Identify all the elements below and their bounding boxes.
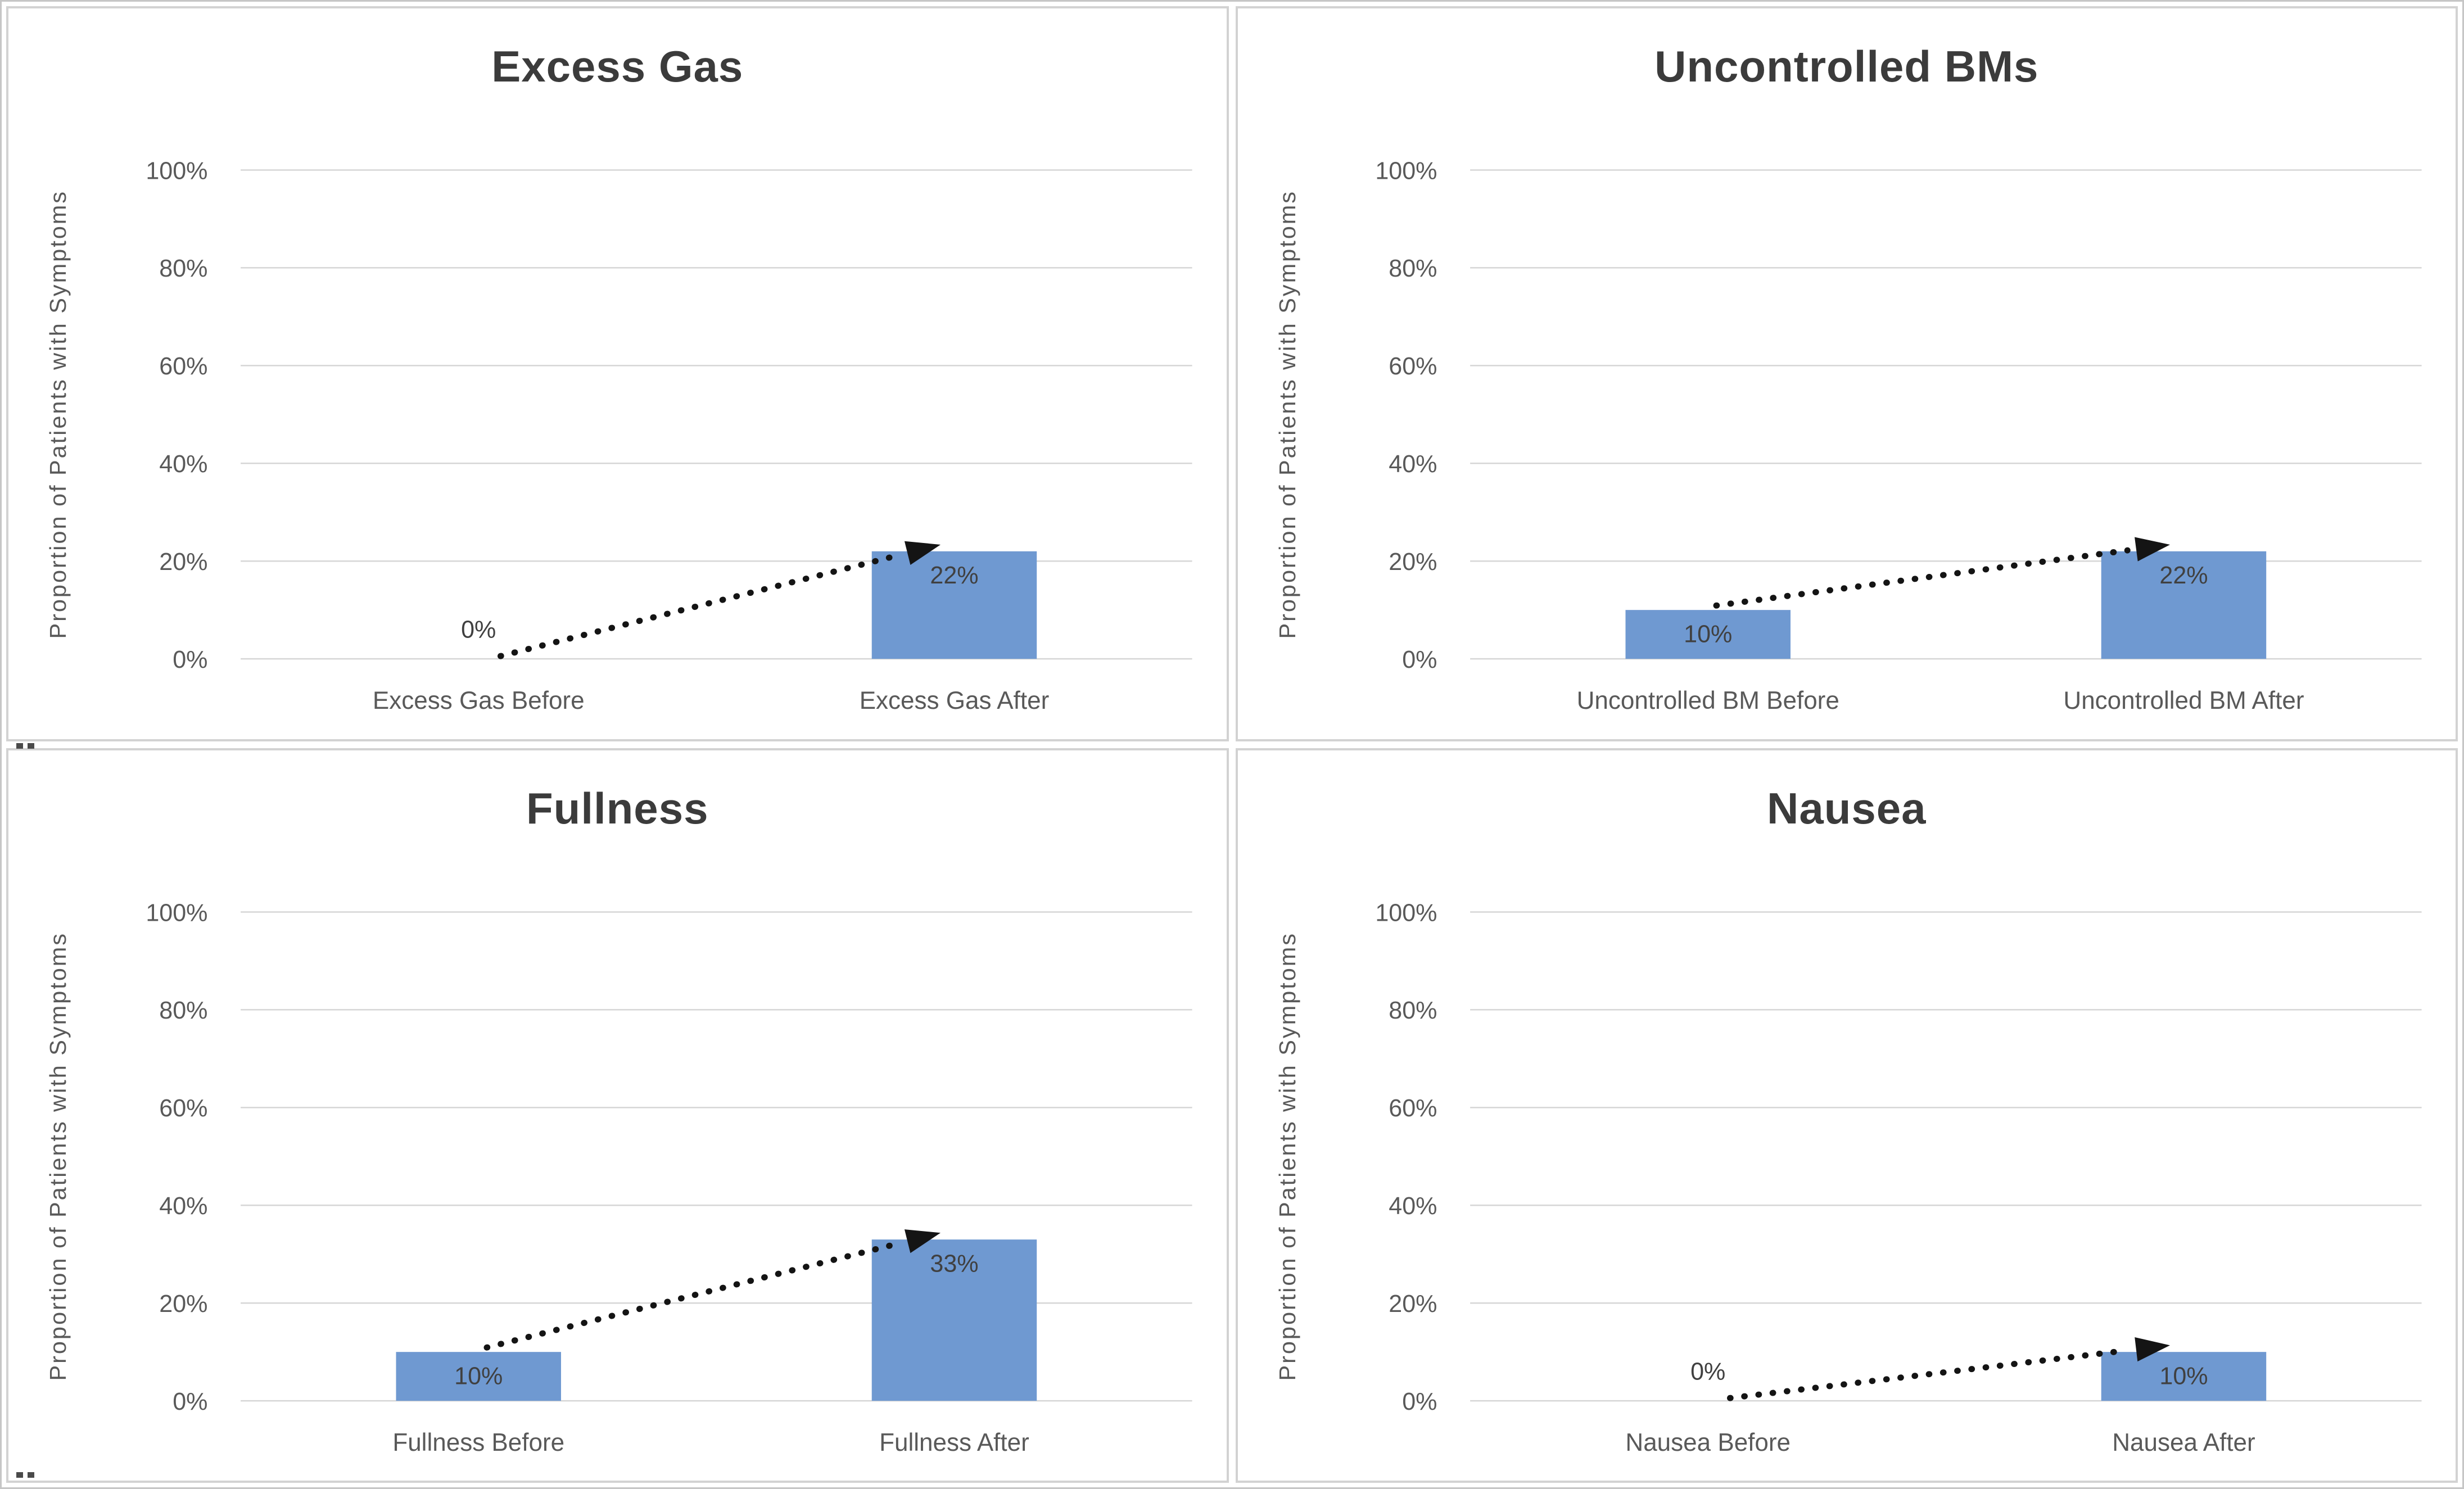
dotted-trend-line	[1713, 547, 2131, 609]
y-tick-label: 60%	[1389, 1094, 1437, 1121]
category-label: Fullness After	[879, 1428, 1029, 1456]
y-axis-title: Proportion of Patients with Symptoms	[1274, 932, 1300, 1381]
category-label: Nausea After	[2112, 1428, 2255, 1456]
arrowhead-icon	[2134, 537, 2170, 562]
bar-before	[1625, 610, 1791, 659]
y-tick-label: 20%	[159, 1290, 207, 1317]
y-tick-label: 60%	[1389, 353, 1437, 380]
nausea-chart: 0% 20% 40% 60% 80% 100% Proportion of Patients…	[1274, 899, 2422, 1456]
chart-plot-area: 0% 20% 40% 60% 80% 100% Proportion of Patients…	[1245, 98, 2449, 737]
arrowhead-icon	[904, 1229, 941, 1253]
arrowhead-icon	[904, 541, 941, 565]
y-tick-label: 0%	[1402, 646, 1437, 673]
y-axis-title: Proportion of Patients with Symptoms	[45, 190, 71, 639]
y-tick-label: 60%	[159, 353, 207, 380]
chart-title: Nausea	[1767, 783, 1927, 833]
bar-after	[871, 551, 1037, 659]
y-tick-label: 80%	[1389, 997, 1437, 1024]
category-label: Nausea Before	[1625, 1428, 1791, 1456]
value-label: 10%	[454, 1363, 503, 1390]
y-tick-label: 20%	[1389, 1290, 1437, 1317]
screen-artifact-dots	[16, 1472, 39, 1478]
y-tick-label: 60%	[159, 1094, 207, 1121]
value-label: 33%	[930, 1250, 978, 1277]
y-tick-label: 80%	[159, 997, 207, 1024]
bar-before	[396, 1351, 561, 1401]
chart-plot-area: 0% 20% 40% 60% 80% 100% Proportion of Patients…	[15, 840, 1220, 1479]
y-tick-label: 20%	[159, 549, 207, 576]
y-tick-label: 40%	[1389, 451, 1437, 478]
chart-panel-excess-gas: Excess Gas 0% 20% 40% 60% 80% 100% Proportion …	[6, 6, 1229, 741]
dotted-trend-line	[497, 552, 902, 659]
chart-panel-uncontrolled-bms: Uncontrolled BMs 0% 20% 40% 60% 80% 100% Propo…	[1235, 6, 2458, 741]
y-axis-title: Proportion of Patients with Symptoms	[1274, 190, 1300, 639]
value-label: 10%	[2159, 1363, 2208, 1390]
category-label: Fullness Before	[392, 1428, 564, 1456]
chart-panel-fullness: Fullness 0% 20% 40% 60% 80% 100% Proportion of…	[6, 748, 1229, 1483]
screen-artifact-dots	[16, 743, 39, 749]
y-axis-title: Proportion of Patients with Symptoms	[45, 932, 71, 1381]
category-label: Excess Gas After	[860, 687, 1050, 714]
y-tick-label: 40%	[1389, 1192, 1437, 1219]
y-tick-label: 40%	[159, 451, 207, 478]
value-label: 22%	[930, 562, 978, 589]
y-tick-label: 100%	[146, 157, 207, 184]
y-tick-label: 20%	[1389, 549, 1437, 576]
uncontrolled-bms-chart: 0% 20% 40% 60% 80% 100% Proportion of Patients…	[1274, 157, 2422, 714]
y-tick-label: 100%	[146, 899, 207, 926]
excess-gas-chart: 0% 20% 40% 60% 80% 100% Proportion of Patients…	[45, 157, 1192, 714]
fullness-chart: 0% 20% 40% 60% 80% 100% Proportion of Patients…	[45, 899, 1192, 1456]
y-tick-label: 80%	[1389, 255, 1437, 282]
value-label: 22%	[2159, 562, 2208, 589]
chart-panel-nausea: Nausea 0% 20% 40% 60% 80% 100% Proportion of P…	[1235, 748, 2458, 1483]
y-tick-label: 40%	[159, 1192, 207, 1219]
bar-after	[871, 1239, 1037, 1401]
y-tick-label: 100%	[1375, 899, 1437, 926]
y-tick-label: 100%	[1375, 157, 1437, 184]
chart-title: Fullness	[526, 783, 709, 833]
chart-plot-area: 0% 20% 40% 60% 80% 100% Proportion of Patients…	[1245, 840, 2449, 1479]
value-label: 0%	[1690, 1358, 1725, 1385]
arrowhead-icon	[2134, 1337, 2170, 1361]
bar-after	[2101, 1351, 2266, 1401]
bar-after	[2101, 551, 2266, 659]
y-tick-label: 0%	[173, 1388, 207, 1415]
category-label: Uncontrolled BM Before	[1576, 687, 1839, 714]
chart-plot-area: 0% 20% 40% 60% 80% 100% Proportion of Patients…	[15, 98, 1220, 737]
dotted-trend-line	[1726, 1347, 2131, 1401]
y-tick-label: 0%	[173, 646, 207, 673]
chart-title: Excess Gas	[491, 42, 744, 91]
value-label: 0%	[461, 616, 496, 643]
y-tick-label: 80%	[159, 255, 207, 282]
value-label: 10%	[1684, 621, 1732, 648]
chart-title: Uncontrolled BMs	[1654, 42, 2039, 91]
category-label: Uncontrolled BM After	[2063, 687, 2304, 714]
dotted-trend-line	[483, 1240, 902, 1351]
category-label: Excess Gas Before	[373, 687, 585, 714]
y-tick-label: 0%	[1402, 1388, 1437, 1415]
